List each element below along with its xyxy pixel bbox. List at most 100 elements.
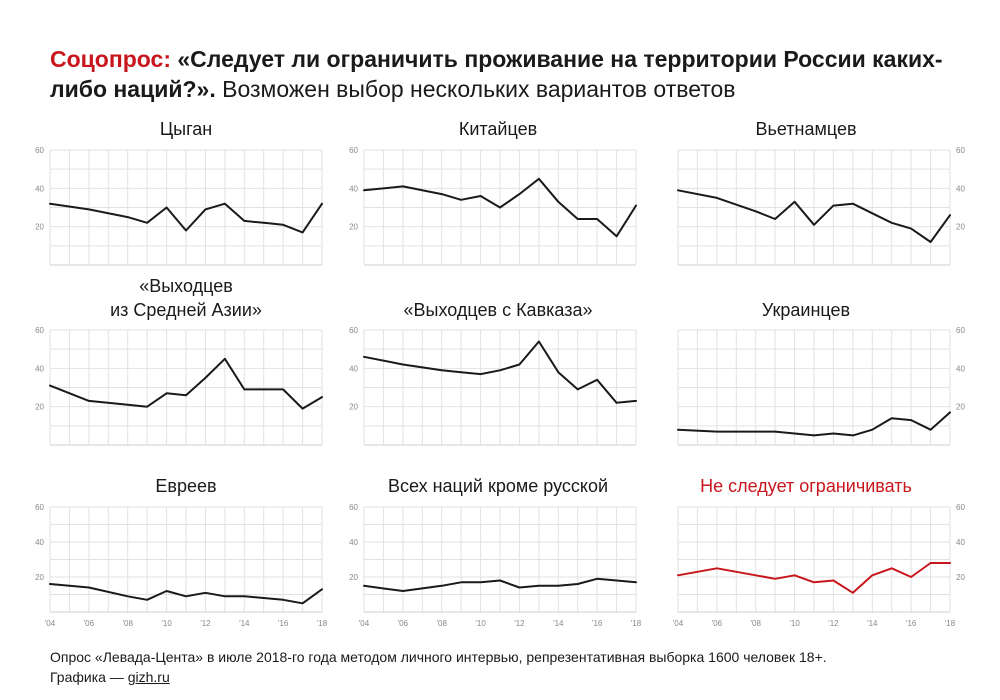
y-tick-label: 40 — [35, 364, 44, 373]
data-point — [813, 434, 815, 437]
x-tick-label: '18 — [631, 619, 642, 628]
data-point — [596, 379, 598, 381]
data-point — [301, 407, 304, 410]
data-point — [440, 584, 443, 587]
data-point — [363, 356, 365, 358]
data-point — [165, 206, 168, 209]
data-point — [635, 581, 637, 584]
data-point — [754, 210, 757, 213]
x-tick-label: '10 — [789, 619, 800, 628]
data-point — [852, 202, 854, 205]
data-point — [635, 400, 637, 402]
data-point — [146, 598, 148, 601]
data-point — [832, 204, 835, 207]
data-point — [204, 208, 207, 211]
data-point — [282, 598, 284, 601]
x-tick-label: '12 — [828, 619, 839, 628]
data-point — [929, 241, 932, 243]
data-point — [321, 202, 323, 205]
data-point — [204, 591, 207, 594]
data-point — [499, 206, 501, 209]
data-point — [204, 377, 207, 379]
y-tick-label: 40 — [956, 184, 965, 193]
data-point — [402, 363, 404, 366]
data-point — [146, 222, 148, 224]
data-point — [402, 590, 404, 592]
x-tick-label: '08 — [122, 619, 133, 628]
panel-title-central-asia: «Выходцев из Средней Азии» — [110, 276, 262, 320]
x-tick-label: '04 — [45, 619, 56, 628]
data-point — [852, 591, 854, 594]
data-point — [402, 185, 404, 188]
data-point — [49, 583, 51, 585]
data-point — [126, 216, 129, 218]
y-tick-label: 60 — [35, 326, 44, 335]
x-tick-label: '10 — [161, 619, 172, 628]
data-point — [440, 193, 443, 195]
x-tick-label: '06 — [398, 619, 409, 628]
x-tick-label: '18 — [945, 619, 956, 628]
data-point — [677, 428, 679, 431]
data-point — [165, 590, 168, 592]
y-tick-label: 20 — [35, 223, 44, 232]
y-tick-label: 40 — [956, 364, 965, 373]
data-point — [224, 595, 226, 598]
gizh-link[interactable]: gizh.ru — [127, 669, 170, 685]
x-tick-label: '06 — [84, 619, 95, 628]
data-point — [262, 597, 265, 599]
data-point — [871, 574, 874, 577]
data-point — [146, 405, 148, 408]
x-tick-label: '04 — [673, 619, 684, 628]
x-tick-label: '08 — [436, 619, 447, 628]
x-tick-label: '12 — [514, 619, 525, 628]
data-point — [557, 584, 560, 587]
data-point — [716, 197, 718, 199]
x-tick-label: '04 — [359, 619, 370, 628]
data-point — [596, 577, 598, 580]
x-tick-label: '06 — [712, 619, 723, 628]
data-point — [793, 432, 796, 435]
data-point — [871, 428, 874, 431]
footer: Опрос «Левада-Цента» в июле 2018-го года… — [50, 647, 827, 687]
y-tick-label: 60 — [35, 146, 44, 155]
data-point — [321, 396, 323, 398]
data-point — [538, 584, 540, 587]
data-point — [88, 586, 90, 589]
data-point — [301, 231, 304, 234]
panel-title-chinese: Китайцев — [458, 119, 538, 139]
data-point — [677, 189, 679, 192]
data-point — [615, 402, 618, 404]
data-point — [243, 220, 246, 222]
data-point — [793, 574, 796, 577]
footer-source: Опрос «Левада-Цента» в июле 2018-го года… — [50, 649, 827, 665]
data-point — [88, 400, 90, 402]
data-point — [910, 227, 912, 230]
data-point — [165, 392, 168, 395]
panel-title-all-except-russian: Всех наций кроме русской — [387, 476, 609, 496]
panel-title-gypsies: Цыган — [159, 119, 213, 139]
data-point — [440, 369, 443, 372]
y-tick-label: 20 — [956, 403, 965, 412]
data-point — [243, 595, 246, 598]
headline-note: Возможен выбор нескольких вариантов отве… — [222, 76, 736, 102]
data-point — [813, 223, 815, 226]
data-point — [774, 218, 776, 220]
y-tick-label: 20 — [349, 573, 358, 582]
y-tick-label: 60 — [35, 503, 44, 512]
data-point — [949, 214, 951, 216]
data-point — [576, 388, 579, 391]
panel-title-vietnamese: Вьетнамцев — [755, 119, 857, 139]
y-tick-label: 60 — [349, 503, 358, 512]
data-point — [363, 584, 365, 587]
data-point — [929, 562, 932, 564]
data-point — [499, 579, 501, 582]
data-point — [774, 430, 776, 433]
data-point — [557, 200, 560, 203]
data-point — [321, 588, 323, 591]
data-point — [479, 373, 482, 375]
y-tick-label: 20 — [349, 223, 358, 232]
data-point — [282, 223, 284, 226]
data-point — [754, 574, 757, 577]
data-point — [243, 388, 246, 391]
y-tick-label: 60 — [956, 326, 965, 335]
